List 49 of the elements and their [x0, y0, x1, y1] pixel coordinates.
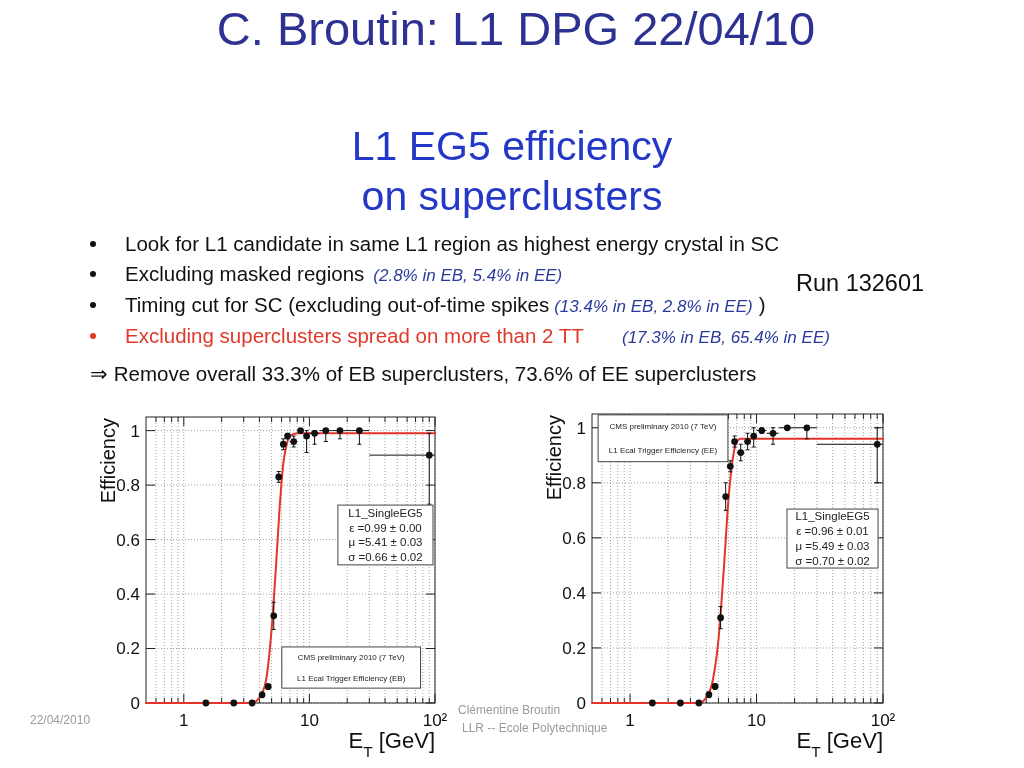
- y-tick-label: 0.4: [562, 583, 586, 603]
- x-axis-title: E$_{T}$ [GeV]: [796, 728, 883, 760]
- annotation: L1_SingleEG5: [348, 506, 423, 519]
- text: C. Broutin: L1 DPG 22/04/10: [216, 2, 816, 55]
- y-tick-label: 0.6: [116, 530, 140, 550]
- annotation: μ =5.41 ± 0.03: [348, 536, 423, 549]
- annotation: CMS preliminary 2010 (7 TeV): [609, 422, 717, 432]
- text: ⇒ Remove overall 33.3% of EB superclusters, 73.6% of EE superclusters: [90, 362, 757, 385]
- y-tick-label: 1: [130, 421, 140, 441]
- y-tick-label: 0.8: [116, 476, 140, 496]
- annotation: σ =0.66 ± 0.02: [348, 551, 423, 564]
- y-axis-title: Efficiency: [97, 418, 119, 504]
- text: (2.8% in EB, 5.4% in EE): [373, 266, 563, 285]
- x-tick-label: 10²: [422, 711, 448, 730]
- y-tick-label: 0.2: [562, 638, 586, 658]
- y-tick-label: 0.2: [116, 639, 140, 659]
- annotation: σ =0.70 ± 0.02: [795, 554, 870, 567]
- y-tick-label: 0.4: [116, 585, 140, 604]
- text: (13.4% in EB, 2.8% in EE): [554, 297, 753, 316]
- x-tick-label: 10²: [870, 711, 896, 730]
- y-tick-label: 0: [130, 693, 140, 713]
- x-tick-label: 10: [299, 711, 319, 730]
- x-tick-label: 1: [179, 711, 189, 730]
- text: Run 132601: [796, 270, 925, 296]
- y-tick-label: 0: [576, 693, 586, 713]
- text: (17.3% in EB, 65.4% in EE): [622, 328, 830, 347]
- y-tick-label: 1: [576, 418, 586, 438]
- annotation: ε =0.99 ± 0.00: [349, 521, 422, 534]
- annotation: L1 Ecal Trigger Efficiency (EB): [297, 673, 406, 683]
- text: Excluding masked regions: [125, 262, 365, 285]
- x-tick-label: 1: [625, 711, 635, 730]
- text: 22/04/2010: [30, 713, 91, 727]
- y-tick-label: 0.6: [562, 528, 586, 548]
- text: ): [758, 293, 766, 316]
- text: Timing cut for SC (excluding out-of-time spikes: [125, 293, 550, 316]
- text: L1 EG5 efficiency on superclusters: [351, 123, 673, 219]
- y-axis-title: Efficiency: [543, 415, 565, 501]
- annotation: CMS preliminary 2010 (7 TeV): [297, 653, 406, 663]
- text: Clémentine Broutin: [458, 703, 561, 717]
- text: Excluding superclusters spread on more than 2 TT: [125, 324, 585, 347]
- x-axis-title: E$_{T}$ [GeV]: [348, 728, 435, 760]
- x-tick-label: 10: [747, 711, 766, 730]
- annotation: L1_SingleEG5: [795, 510, 870, 523]
- text: LLR -- Ecole Polytechnique: [462, 721, 608, 735]
- annotation: ε =0.96 ± 0.01: [796, 525, 869, 538]
- y-tick-label: 0.8: [562, 473, 586, 493]
- annotation: μ =5.49 ± 0.03: [795, 539, 870, 552]
- text: Look for L1 candidate in same L1 region as highest energy crystal in SC: [125, 232, 780, 255]
- annotation: L1 Ecal Trigger Efficiency (EE): [608, 445, 718, 455]
